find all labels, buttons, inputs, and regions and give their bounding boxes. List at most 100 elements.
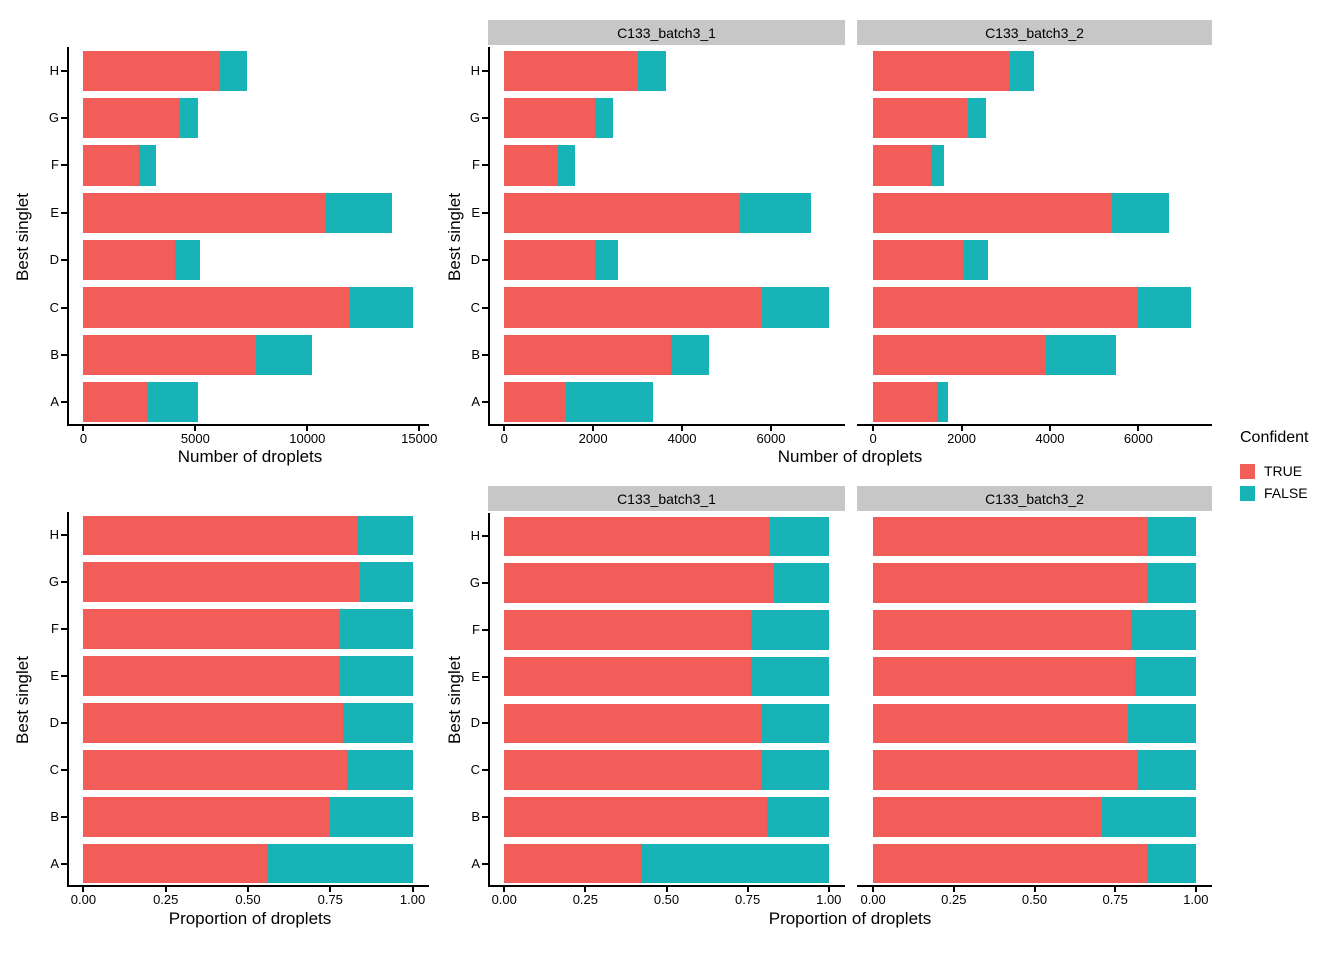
facet-strip: C133_batch3_2 [857, 20, 1212, 45]
category-tick-label: D [49, 714, 59, 730]
bar-segment-false [139, 145, 157, 186]
x-tick-mark [1114, 887, 1117, 892]
category-tick-label: B [471, 346, 480, 362]
bar-segment-false [175, 240, 200, 281]
bar-segment-false [595, 97, 614, 139]
x-tick-label: 0.00 [860, 892, 886, 907]
x-tick-mark [960, 426, 963, 431]
facet-strip: C133_batch3_1 [488, 20, 845, 45]
bar-segment-true [504, 240, 596, 281]
panel [857, 47, 1212, 426]
legend-swatch-false-icon [1240, 485, 1255, 501]
panel [857, 513, 1212, 887]
bar-segment-false [739, 192, 811, 233]
category-tick-label: A [50, 394, 59, 410]
category-tick-label: F [51, 157, 59, 173]
bar-segment-true [504, 656, 751, 697]
legend-item-true: TRUE [1240, 463, 1340, 479]
bar-segment-true [873, 843, 1148, 884]
bar-segment-true [873, 703, 1129, 744]
x-tick-label: 0 [500, 431, 508, 446]
x-axis-title: Proportion of droplets [768, 909, 932, 928]
bar-segment-false [1010, 50, 1035, 91]
bar-segment-false [1147, 843, 1196, 884]
bar-segment-true [83, 843, 268, 884]
category-tick-label: H [49, 62, 59, 78]
bar-segment-true [83, 562, 360, 603]
x-tick-mark [681, 426, 684, 431]
category-tick-label: H [470, 62, 480, 78]
bar-segment-false [340, 609, 413, 650]
bar-segment-false [637, 50, 667, 91]
bar-segment-false [762, 287, 829, 328]
x-tick-mark [746, 887, 749, 892]
x-tick-mark [769, 426, 772, 431]
category-tick-label: G [469, 575, 480, 591]
x-tick-label: 0.50 [653, 892, 680, 907]
facet-strip: C133_batch3_1 [488, 486, 845, 511]
y-tick-mark [482, 259, 488, 262]
bar-segment-true [873, 750, 1138, 790]
x-tick-mark [872, 887, 875, 892]
bar-segment-false [343, 703, 413, 743]
bar-segment-true [83, 334, 256, 376]
y-tick-mark [61, 675, 67, 678]
bar-segment-false [340, 656, 413, 696]
category-tick-label: H [470, 528, 480, 544]
x-tick-mark [827, 887, 830, 892]
x-tick-mark [82, 426, 85, 431]
x-tick-mark [584, 887, 587, 892]
category-tick-label: B [50, 808, 59, 824]
bar-segment-true [873, 287, 1139, 328]
x-tick-mark [247, 887, 249, 892]
bar-segment-true [504, 610, 751, 650]
x-tick-mark [418, 426, 421, 431]
category-tick-label: F [51, 621, 59, 637]
bar-segment-false [937, 382, 949, 423]
bar-segment-false [220, 50, 247, 91]
y-tick-mark [61, 628, 67, 631]
bar-segment-true [83, 609, 341, 650]
x-axis-title: Number of droplets [177, 447, 323, 466]
bar-segment-false [1137, 750, 1196, 790]
category-tick-label: C [470, 762, 480, 778]
category-tick-label: D [470, 252, 480, 268]
y-tick-mark [61, 306, 67, 309]
x-tick-label: 0.75 [1102, 892, 1128, 907]
x-tick-mark [592, 426, 595, 431]
y-tick-mark [61, 117, 67, 120]
bar-segment-false [557, 145, 576, 186]
x-tick-label: 0.50 [1021, 892, 1048, 907]
y-tick-mark [61, 721, 67, 724]
bar-segment-false [1134, 656, 1196, 697]
bar-segment-false [325, 192, 393, 233]
x-tick-label: 10000 [289, 431, 326, 446]
bar-segment-true [83, 192, 326, 233]
bar-segment-false [773, 563, 829, 603]
x-tick-mark [1048, 426, 1051, 431]
bar-segment-true [873, 97, 969, 139]
y-tick-mark [61, 211, 67, 214]
x-tick-label: 0 [79, 431, 88, 446]
bar-segment-true [873, 240, 964, 281]
category-tick-label: C [49, 299, 59, 315]
bar-segment-true [873, 563, 1148, 603]
category-tick-label: A [471, 394, 480, 410]
bar-segment-true [873, 656, 1135, 697]
category-tick-label: E [50, 204, 59, 220]
x-tick-mark [872, 426, 875, 431]
x-tick-label: 0.25 [572, 892, 599, 907]
bar-segment-true [873, 516, 1148, 557]
bar-segment-true [504, 145, 558, 186]
category-tick-label: E [471, 204, 480, 220]
bar-segment-true [83, 656, 341, 696]
x-tick-label: 1.00 [816, 892, 842, 907]
bar-segment-true [83, 50, 220, 91]
bar-segment-true [83, 145, 140, 186]
legend-item-false: FALSE [1240, 485, 1340, 501]
bar-segment-true [873, 145, 931, 186]
bar-segment-false [346, 749, 413, 790]
bar-segment-true [504, 797, 768, 837]
legend: Confident TRUE FALSE [1240, 429, 1340, 501]
